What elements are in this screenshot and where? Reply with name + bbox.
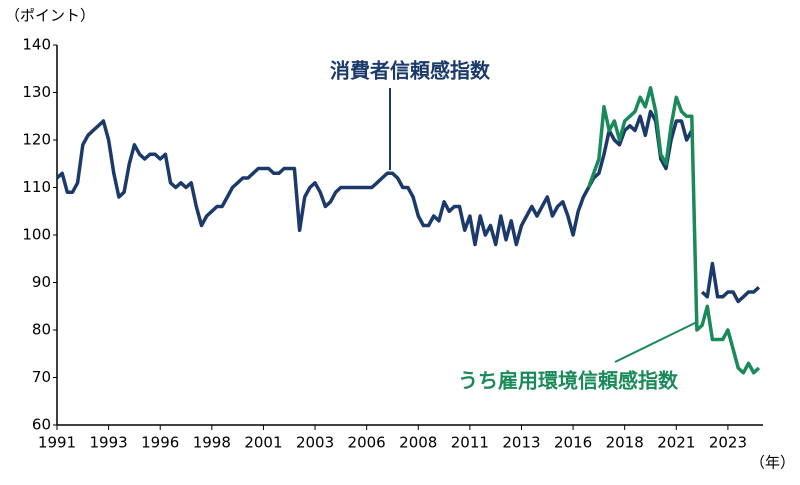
x-tick-label: 2008 xyxy=(399,434,437,452)
series-annotation: うち雇用環境信頼感指数 xyxy=(458,369,679,393)
x-tick-label: 2003 xyxy=(296,434,334,452)
x-tick-label: 2011 xyxy=(451,434,489,452)
y-tick-label: 60 xyxy=(32,416,51,434)
x-tick-label: 2013 xyxy=(502,434,540,452)
x-tick-label: 1996 xyxy=(141,434,179,452)
x-tick-label: 2006 xyxy=(348,434,386,452)
y-tick-label: 110 xyxy=(22,178,51,196)
x-tick-label: 2018 xyxy=(606,434,644,452)
series-line xyxy=(586,86,761,375)
y-tick-label: 70 xyxy=(32,368,51,386)
y-tick-label: 120 xyxy=(22,131,51,149)
x-tick-label: 2001 xyxy=(244,434,282,452)
series-line xyxy=(55,109,761,304)
x-tick-label: 2021 xyxy=(657,434,695,452)
y-tick-label: 90 xyxy=(32,273,51,291)
x-tick-label: 2016 xyxy=(554,434,592,452)
x-tick-label: 2023 xyxy=(709,434,747,452)
x-tick-label: 1998 xyxy=(193,434,231,452)
y-tick-label: 140 xyxy=(22,36,51,54)
y-tick-label: 100 xyxy=(22,226,51,244)
leader-line xyxy=(614,321,698,363)
series-annotation: 消費者信頼感指数 xyxy=(330,59,491,83)
y-tick-label: 80 xyxy=(32,321,51,339)
x-tick-label: 1991 xyxy=(38,434,76,452)
y-tick-label: 130 xyxy=(22,83,51,101)
x-axis-label: （年） xyxy=(750,454,795,472)
x-tick-label: 1993 xyxy=(90,434,128,452)
y-axis-label: （ポイント） xyxy=(5,7,95,25)
